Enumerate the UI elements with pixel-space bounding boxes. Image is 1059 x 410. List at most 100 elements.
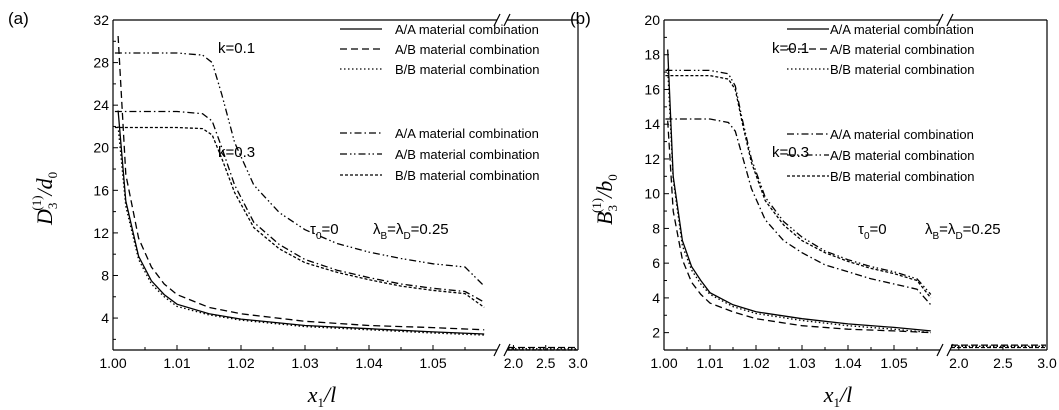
x-tick-label: 1.02: [742, 355, 769, 371]
lambda-annotation: λB=λD=0.25: [925, 221, 1001, 242]
x-tick-label: 1.04: [834, 355, 861, 371]
legend-label: A/B material combination: [395, 147, 540, 162]
x-tick-label: 1.05: [419, 355, 446, 371]
legend-label: A/B material combination: [830, 42, 975, 57]
series-line-0: [667, 49, 931, 332]
tau-symbol: τ: [310, 221, 316, 238]
legend-label: A/B material combination: [830, 148, 975, 163]
x-ticks: 1.00 1.01 1.02 1.03 1.04 1.05 2.0 2.5 3.0: [650, 345, 1057, 371]
x-tick-label: 2.0: [504, 355, 524, 371]
x-tick-label: 2.5: [536, 355, 556, 371]
y-label-sup: (1): [29, 195, 44, 210]
y-label-sub: 3: [605, 205, 620, 212]
tau-sub: 0: [316, 231, 322, 242]
x-tick-label: 1.04: [355, 355, 382, 371]
k-annotation-2: k=0.3: [218, 144, 255, 161]
series-line-5: [114, 126, 485, 308]
series-line-5: [665, 74, 932, 299]
lambda-value: =0.25: [411, 221, 449, 238]
x-tick-label: 1.05: [880, 355, 907, 371]
legend-label: A/A material combination: [830, 22, 974, 37]
y-tick-label: 14: [644, 116, 660, 132]
lambda-eq: =λ: [387, 221, 404, 238]
lambda-sub-b: B: [381, 231, 388, 242]
panel-label: (b): [570, 9, 591, 28]
series-tails: [951, 344, 1046, 349]
y-tick-label: 24: [93, 97, 109, 113]
y-tick-label: 12: [644, 151, 660, 167]
series-line-1: [667, 120, 931, 334]
y-tick-label: 18: [644, 47, 660, 63]
y-axis-label: D3(1)/d0: [29, 172, 60, 226]
series-lines: [114, 35, 485, 336]
series-line-4: [114, 52, 485, 287]
x-label-tail: /l: [838, 382, 852, 407]
x-label-sub: 1: [318, 395, 325, 410]
x-tick-label: 1.01: [163, 355, 190, 371]
x-ticks: 1.00 1.01 1.02 1.03 1.04 1.05 2.0 2.5 3.0: [99, 345, 588, 371]
legend-label: B/B material combination: [395, 168, 540, 183]
x-tick-label: 2.5: [993, 355, 1013, 371]
x-label-tail: /l: [322, 382, 336, 407]
axis-break-mark: [936, 343, 944, 357]
y-label-tail-sub: 0: [605, 174, 620, 181]
y-tick-label: 4: [652, 290, 660, 306]
y-tick-label: 28: [93, 55, 109, 71]
axis-break-mark: [503, 13, 511, 27]
x-tick-label: 1.02: [227, 355, 254, 371]
lambda-annotation: λB=λD=0.25: [373, 221, 449, 242]
x-tick-label: 1.00: [99, 355, 126, 371]
legend-group-2: A/A material combination A/B material com…: [340, 126, 540, 183]
tau-symbol: τ: [858, 221, 864, 238]
legend-label: A/B material combination: [395, 42, 540, 57]
legend-label: B/B material combination: [830, 169, 975, 184]
x-label-sub: 1: [834, 395, 841, 410]
axis-break-mark: [493, 343, 501, 357]
series-line-2: [117, 126, 485, 336]
x-tick-label: 3.0: [568, 355, 588, 371]
x-tick-label: 1.03: [291, 355, 318, 371]
x-tick-label: 1.00: [650, 355, 677, 371]
y-label-tail-sub: 0: [45, 172, 60, 179]
series-line-2: [667, 68, 931, 334]
tau-value: =0: [870, 221, 887, 238]
y-label-main: B: [592, 212, 617, 225]
legend-label: A/A material combination: [830, 127, 974, 142]
y-tick-label: 4: [101, 310, 109, 326]
x-tick-label: 1.01: [696, 355, 723, 371]
axis-break-mark: [936, 13, 944, 27]
x-tick-label: 1.03: [788, 355, 815, 371]
y-axis-label: B3(1)/b0: [589, 174, 620, 225]
y-tick-label: 20: [644, 12, 660, 28]
panel-label: (a): [8, 9, 29, 28]
x-axis-label: x1/l: [823, 382, 853, 410]
y-tick-label: 32: [93, 12, 109, 28]
y-label-tail: /d: [32, 177, 57, 197]
k-annotation-1: k=0.1: [772, 40, 809, 57]
lambda-sub-d: D: [403, 231, 410, 242]
tau-value: =0: [322, 221, 339, 238]
axis-break-mark: [946, 13, 954, 27]
legend-label: A/A material combination: [395, 126, 539, 141]
x-label-main: x: [307, 382, 318, 407]
lambda-sub-d: D: [955, 231, 962, 242]
lambda-eq: =λ: [939, 221, 956, 238]
lambda-symbol: λ: [373, 221, 381, 238]
x-axis-label: x1/l: [307, 382, 337, 410]
y-label-main: D: [32, 209, 57, 226]
axis-break-mark: [493, 13, 501, 27]
x-tick-label: 2.0: [949, 355, 969, 371]
y-tick-label: 2: [652, 325, 660, 341]
legend-group-2: A/A material combination A/B material com…: [787, 127, 975, 184]
series-line-1: [117, 35, 485, 331]
series-lines: [665, 49, 932, 334]
y-tick-label: 8: [101, 267, 109, 283]
y-tick-label: 16: [644, 81, 660, 97]
y-tick-label: 20: [93, 140, 109, 156]
y-ticks: 2 4 6 8 10 12 14 16 18 20: [644, 12, 669, 341]
y-tick-label: 12: [93, 225, 109, 241]
k-annotation-1: k=0.1: [218, 40, 255, 57]
y-label-sup: (1): [589, 198, 604, 213]
lambda-sub-b: B: [933, 231, 940, 242]
